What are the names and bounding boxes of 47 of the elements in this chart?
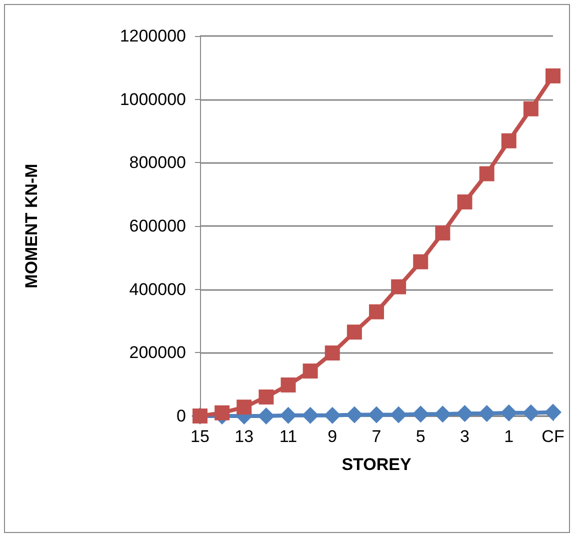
x-tick-label: 15 bbox=[190, 427, 210, 446]
x-tick-label: 9 bbox=[328, 427, 338, 446]
x-tick-label: 5 bbox=[416, 427, 426, 446]
x-tick-label: 3 bbox=[460, 427, 470, 446]
point bbox=[546, 68, 560, 84]
point bbox=[280, 377, 296, 392]
point bbox=[236, 400, 252, 415]
y-tick-label: 0 bbox=[176, 406, 186, 426]
x-tick-label: CF bbox=[542, 427, 564, 446]
point bbox=[522, 404, 540, 422]
x-tick-label: 11 bbox=[279, 427, 298, 446]
point bbox=[435, 225, 450, 240]
point bbox=[544, 404, 562, 421]
point bbox=[346, 406, 363, 424]
point bbox=[390, 406, 408, 424]
y-tick-label: 1200000 bbox=[120, 26, 186, 46]
x-axis-title: STOREY bbox=[342, 455, 412, 474]
point bbox=[412, 406, 430, 423]
point bbox=[369, 304, 384, 320]
point bbox=[456, 404, 474, 422]
y-tick-label: 400000 bbox=[129, 280, 186, 299]
point bbox=[368, 406, 385, 424]
point bbox=[346, 324, 362, 340]
point bbox=[413, 254, 428, 270]
y-axis-title: MOMENT KN-M bbox=[22, 164, 41, 288]
point bbox=[258, 408, 275, 424]
point bbox=[391, 279, 406, 294]
x-tick-label: 1 bbox=[504, 427, 514, 446]
y-tick-label: 800000 bbox=[129, 153, 186, 172]
point bbox=[479, 166, 494, 182]
point bbox=[523, 101, 538, 116]
point bbox=[324, 345, 340, 360]
point bbox=[501, 133, 516, 148]
y-tick-label: 600000 bbox=[129, 216, 186, 236]
x-tick-label: 7 bbox=[372, 427, 382, 446]
point bbox=[434, 406, 452, 423]
y-tick-label: 1000000 bbox=[120, 90, 186, 109]
point bbox=[324, 406, 341, 424]
point bbox=[302, 406, 319, 424]
point bbox=[280, 406, 297, 424]
point bbox=[500, 404, 518, 422]
point bbox=[457, 194, 472, 210]
point bbox=[258, 390, 274, 404]
point bbox=[478, 404, 496, 422]
x-tick-label: 13 bbox=[234, 427, 254, 446]
y-tick-label: 200000 bbox=[129, 343, 186, 362]
point bbox=[302, 364, 318, 379]
